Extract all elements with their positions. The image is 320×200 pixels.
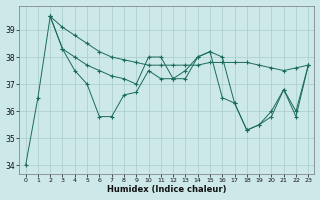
X-axis label: Humidex (Indice chaleur): Humidex (Indice chaleur)	[107, 185, 227, 194]
